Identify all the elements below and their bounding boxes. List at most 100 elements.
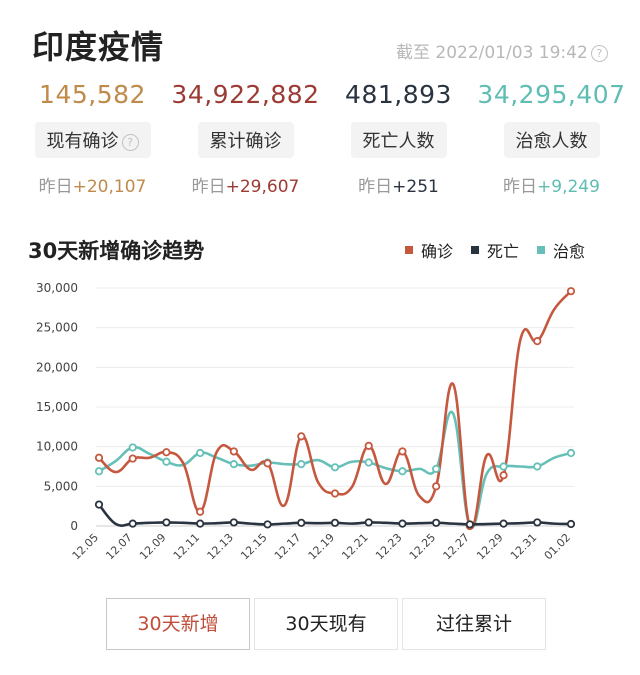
x-tick-label: 12.19 bbox=[306, 531, 337, 562]
x-tick-label: 12.27 bbox=[441, 531, 472, 562]
data-point bbox=[566, 448, 576, 458]
stat-label-box: 累计确诊 bbox=[197, 122, 294, 158]
data-point bbox=[432, 464, 441, 473]
data-point bbox=[533, 337, 542, 346]
timestamp: 截至 2022/01/03 19:42? bbox=[396, 38, 608, 63]
x-tick-label: 12.11 bbox=[171, 531, 202, 562]
data-point bbox=[128, 454, 137, 463]
stat-delta-prefix: 昨日 bbox=[503, 177, 538, 197]
data-point bbox=[229, 460, 238, 469]
data-point bbox=[533, 462, 542, 471]
data-point bbox=[196, 507, 205, 516]
stat-cumulative: 34,922,882 累计确诊 昨日+29,607 bbox=[169, 78, 322, 197]
x-tick-label: 12.09 bbox=[137, 531, 168, 562]
data-point bbox=[432, 518, 441, 527]
x-tick-label: 12.31 bbox=[508, 531, 539, 562]
stat-delta-value: +20,107 bbox=[72, 177, 147, 197]
x-tick-label: 12.15 bbox=[238, 531, 269, 562]
x-tick-label: 12.17 bbox=[272, 531, 303, 562]
legend-swatch bbox=[405, 246, 413, 254]
tab-30-day-new[interactable]: 30天新增 bbox=[106, 598, 250, 650]
stat-recovered: 34,295,407 治愈人数 昨日+9,249 bbox=[475, 78, 628, 197]
y-tick-label: 15,000 bbox=[36, 400, 78, 414]
stat-delta-prefix: 昨日 bbox=[358, 177, 393, 197]
series-line bbox=[98, 290, 572, 530]
stat-value: 34,295,407 bbox=[477, 80, 626, 109]
data-point bbox=[364, 441, 373, 450]
data-point bbox=[398, 467, 407, 476]
stat-delta-prefix: 昨日 bbox=[191, 177, 226, 197]
data-point bbox=[297, 432, 306, 441]
data-point bbox=[297, 518, 306, 527]
x-tick-label: 12.23 bbox=[373, 531, 404, 562]
legend-label: 死亡 bbox=[487, 242, 520, 261]
data-point bbox=[499, 471, 508, 480]
data-point bbox=[263, 520, 272, 529]
data-point bbox=[94, 453, 104, 462]
stat-delta-prefix: 昨日 bbox=[38, 177, 73, 197]
data-point bbox=[94, 500, 104, 509]
stat-delta: 昨日+251 bbox=[322, 172, 475, 197]
tab-historical-cumulative[interactable]: 过往累计 bbox=[402, 598, 546, 650]
stat-value: 34,922,882 bbox=[171, 80, 320, 109]
x-tick-label: 12.05 bbox=[70, 531, 101, 562]
data-point bbox=[229, 447, 238, 456]
x-tick-label: 12.21 bbox=[339, 531, 370, 562]
tab-bar: 30天新增 30天现有 过往累计 bbox=[106, 598, 550, 650]
page-title: 印度疫情 bbox=[32, 28, 165, 66]
stat-delta: 昨日+29,607 bbox=[169, 172, 322, 197]
data-point bbox=[465, 520, 474, 529]
data-point bbox=[499, 462, 508, 471]
legend-item-recovered[interactable]: 治愈 bbox=[537, 238, 585, 262]
y-tick-label: 25,000 bbox=[36, 321, 78, 335]
data-point bbox=[364, 458, 373, 467]
data-point bbox=[499, 519, 508, 528]
x-tick-label: 12.13 bbox=[205, 531, 236, 562]
legend-label: 治愈 bbox=[553, 242, 586, 261]
stat-delta: 昨日+20,107 bbox=[16, 172, 169, 197]
data-point bbox=[229, 518, 238, 527]
data-point bbox=[162, 448, 171, 457]
stat-deaths: 481,893 死亡人数 昨日+251 bbox=[322, 78, 475, 197]
data-point bbox=[533, 518, 542, 527]
x-tick-label: 12.25 bbox=[407, 531, 438, 562]
data-point bbox=[330, 518, 340, 527]
legend-swatch bbox=[471, 246, 480, 254]
data-point bbox=[432, 482, 441, 491]
data-point bbox=[297, 460, 306, 469]
stat-delta: 昨日+9,249 bbox=[475, 172, 628, 197]
y-tick-label: 30,000 bbox=[36, 281, 78, 295]
stat-value: 145,582 bbox=[39, 80, 146, 109]
data-point bbox=[128, 443, 137, 452]
y-tick-label: 10,000 bbox=[36, 440, 78, 454]
data-point bbox=[566, 519, 576, 529]
stat-label-box: 现有确诊? bbox=[34, 122, 151, 158]
data-point bbox=[330, 463, 340, 472]
help-icon[interactable]: ? bbox=[590, 44, 608, 62]
tab-30-day-current[interactable]: 30天现有 bbox=[254, 598, 398, 650]
data-point bbox=[128, 519, 137, 528]
legend-label: 确诊 bbox=[421, 242, 454, 261]
timestamp-text: 截至 2022/01/03 19:42 bbox=[396, 43, 588, 63]
data-point bbox=[196, 448, 205, 458]
stat-delta-value: +9,249 bbox=[537, 177, 600, 197]
data-point bbox=[162, 457, 171, 466]
x-tick-label: 12.07 bbox=[103, 531, 134, 562]
legend-item-confirmed[interactable]: 确诊 bbox=[405, 238, 453, 262]
help-icon[interactable]: ? bbox=[121, 133, 139, 151]
x-tick-label: 12.29 bbox=[474, 531, 505, 562]
legend-item-deaths[interactable]: 死亡 bbox=[471, 238, 519, 262]
legend-swatch bbox=[537, 246, 546, 254]
stat-delta-value: +251 bbox=[392, 177, 439, 197]
data-point bbox=[398, 519, 407, 528]
stat-value: 481,893 bbox=[345, 80, 452, 109]
y-tick-label: 0 bbox=[70, 519, 78, 533]
data-point bbox=[566, 287, 576, 296]
stat-label-box: 治愈人数 bbox=[503, 122, 600, 158]
data-point bbox=[398, 447, 407, 456]
stat-label-box: 死亡人数 bbox=[350, 122, 447, 158]
x-tick-label: 01.02 bbox=[542, 531, 573, 562]
data-point bbox=[196, 519, 205, 528]
stat-label: 治愈人数 bbox=[515, 131, 588, 152]
data-point bbox=[162, 518, 171, 527]
